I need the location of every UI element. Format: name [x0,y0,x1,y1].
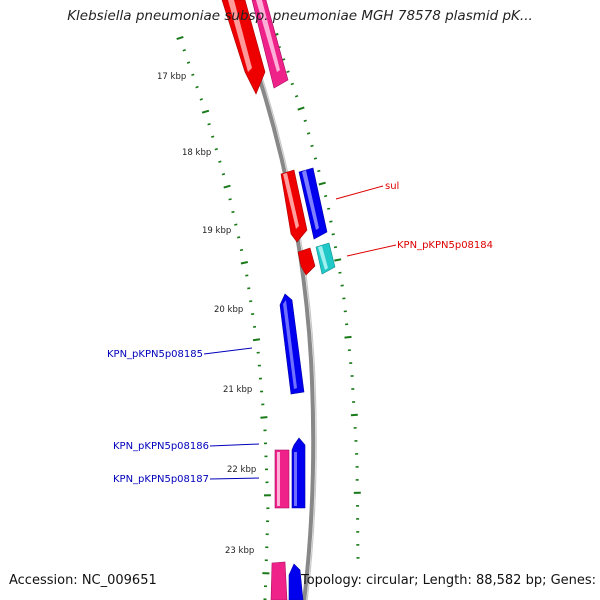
ruler-label-17kbp: 17 kbp [157,72,186,82]
ruler-major-tick [201,109,210,114]
ruler-minor-tick [329,220,333,223]
map-title: Klebsiella pneumoniae subsp. pneumoniae … [67,8,533,24]
ruler-minor-tick [195,85,199,89]
accession-text: Accession: NC_009651 [9,573,157,588]
ruler-minor-tick [327,207,331,210]
gene-label-KPN-08185[interactable]: KPN_pKPN5p08185 [107,349,203,360]
gene-arrow-sul-highlight [283,173,299,229]
ruler-minor-tick [182,49,186,52]
backbone-highlight [234,0,317,600]
forward-strand-genes [221,0,336,276]
ruler-minor-tick [218,160,222,163]
ruler-minor-tick [191,73,195,77]
ruler-label-21kbp: 21 kbp [223,385,252,395]
ruler-minor-tick [247,287,251,290]
ruler-label-23kbp: 23 kbp [225,546,254,556]
gene-arrow-red-top-highlight [228,0,252,72]
ruler-minor-tick [228,198,232,201]
ruler-minor-tick [310,144,314,148]
ruler-major-tick [297,106,305,111]
connector-KPN-08184 [346,244,397,257]
connector-sul [335,185,384,200]
ruler-major-tick [252,338,261,342]
ruler-label-22kbp: 22 kbp [227,465,256,475]
ruler-minor-tick [237,236,241,239]
ruler-minor-tick [290,82,294,86]
ruler-major-tick [318,181,326,186]
ruler-major-tick [350,413,358,417]
gene-label-KPN-08187[interactable]: KPN_pKPN5p08187 [113,474,209,485]
ruler-minor-tick [221,173,226,176]
ruler-minor-tick [231,210,235,214]
gene-arrow-pink-top-highlight [256,0,280,72]
ruler-minor-tick [214,148,218,151]
gene-arrow-blue-KPN-08186-highlight [294,452,297,506]
ruler-major-tick [223,184,231,189]
gene-arrow-blue-KPN-08186[interactable] [291,437,306,509]
ruler-minor-tick [317,169,321,173]
connector-KPN-08186 [209,443,260,447]
ruler-major-tick [240,261,249,265]
gene-label-KPN-08184[interactable]: KPN_pKPN5p08184 [397,240,493,251]
topology-summary: Topology: circular; Length: 88,582 bp; G… [301,573,600,588]
ruler-minor-tick [250,313,255,316]
ruler-minor-tick [210,135,215,138]
gene-arrow-small-red[interactable] [297,247,316,276]
gene-label-sul[interactable]: sul [385,181,399,192]
gene-arrow-blue-KPN-08185-highlight [283,300,297,389]
ruler-label-18kbp: 18 kbp [182,148,211,158]
backbone-circle [229,0,316,600]
ruler-label-20kbp: 20 kbp [214,305,243,315]
ruler-label-19kbp: 19 kbp [202,226,231,236]
ruler-major-tick [176,35,184,41]
ruler-minor-tick [286,70,290,74]
ruler-minor-tick [306,132,311,135]
ruler-minor-tick [186,61,191,64]
ruler-major-tick [334,258,342,262]
ruler-minor-tick [331,233,335,236]
ruler-minor-tick [340,284,344,287]
ruler-minor-tick [207,123,211,126]
ruler-minor-tick [234,223,238,226]
gene-arrow-blue-bottom[interactable] [288,563,304,600]
gene-label-KPN-08186[interactable]: KPN_pKPN5p08186 [113,441,209,452]
ruler-minor-tick [294,95,299,98]
reverse-strand-genes [270,293,306,600]
ruler-major-tick [344,335,352,339]
ruler-minor-tick [303,119,307,122]
ruler-minor-tick [323,194,328,198]
connector-KPN-08185 [203,347,253,355]
gene-arrow-pink-KPN-08187-highlight [277,452,280,506]
outer-ruler-ticks [271,32,361,559]
gene-arrow-pink-bottom[interactable] [270,561,288,600]
ruler-minor-tick [333,246,338,249]
ruler-major-tick [260,416,268,419]
connector-KPN-08187 [209,477,260,480]
inner-ruler-ticks [176,35,271,600]
ruler-minor-tick [239,248,244,252]
ruler-labels: 17 kbp 18 kbp 19 kbp 20 kbp 21 kbp 22 kb… [157,72,256,556]
ruler-minor-tick [338,271,342,274]
gene-arrow-blue-upper-highlight [302,170,319,230]
gene-arrow-cyan-highlight [318,246,328,270]
gene-labels: sul KPN_pKPN5p08184 KPN_pKPN5p08185 KPN_… [107,181,493,485]
ruler-minor-tick [313,157,318,160]
ruler-minor-tick [199,98,203,101]
gene-arrow-blue-KPN-08185[interactable] [279,293,305,395]
gene-label-connectors [203,185,397,480]
